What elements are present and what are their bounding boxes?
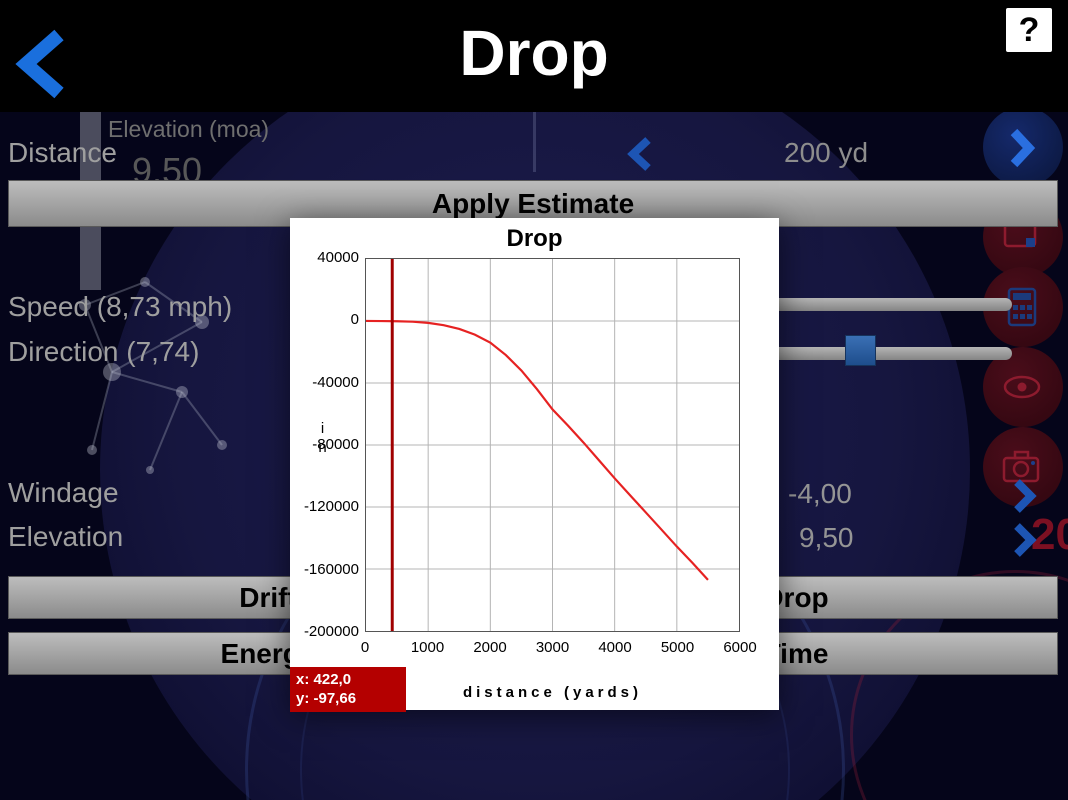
elevation-label: Elevation	[8, 521, 124, 552]
x-tick-label: 0	[360, 639, 370, 656]
y-tick-label: -200000	[303, 623, 359, 640]
drop-chart-popup: Drop in distance (yards) x: 422,0 y: -97…	[290, 218, 779, 712]
wind-direction-slider-handle[interactable]	[845, 335, 876, 366]
x-tick-label: 6000	[723, 639, 757, 656]
chevron-left-icon	[15, 29, 64, 99]
chevron-right-icon	[1014, 479, 1037, 513]
side-button-camera[interactable]	[983, 427, 1063, 507]
chart-plot-area[interactable]	[365, 258, 740, 632]
title-bar: Drop ?	[0, 0, 1068, 112]
y-axis-label: in	[314, 420, 331, 458]
reticle-line-art	[533, 112, 536, 172]
y-tick-label: 40000	[317, 249, 359, 266]
x-tick-label: 5000	[660, 639, 695, 656]
x-tick-label: 2000	[473, 639, 507, 656]
drop-curve	[366, 319, 709, 581]
page-title: Drop	[459, 17, 609, 89]
elevation-value: 9,50	[799, 522, 854, 553]
chevron-left-icon	[627, 137, 651, 171]
chevron-right-icon	[1010, 128, 1036, 168]
eye-icon	[1003, 375, 1041, 399]
cursor-readout: x: 422,0 y: -97,66	[290, 667, 406, 712]
elevation-moa-label: Elevation (moa)	[108, 116, 270, 142]
elevation-next-button[interactable]	[1012, 522, 1038, 563]
overlapped-value: 20	[1031, 510, 1068, 559]
x-tick-label: 1000	[410, 639, 445, 656]
windage-value: -4,00	[788, 478, 852, 509]
distance-increase-chevron[interactable]	[1008, 127, 1036, 174]
wind-direction-label: Direction (7,74)	[8, 336, 200, 367]
windage-label: Windage	[8, 477, 119, 508]
x-axis-title: distance (yards)	[462, 684, 643, 701]
x-tick-label: 3000	[535, 639, 570, 656]
windage-next-button[interactable]	[1012, 478, 1038, 519]
y-tick-label: 0	[350, 311, 359, 329]
chart-title: Drop	[506, 225, 563, 252]
y-tick-label: -120000	[303, 498, 359, 516]
molecule-art	[79, 277, 227, 474]
y-tick-label: -160000	[303, 560, 359, 578]
help-button[interactable]: ?	[1006, 8, 1052, 52]
cursor-y-value: y: -97,66	[296, 690, 357, 707]
wind-speed-label: Speed (8,73 mph)	[8, 291, 233, 322]
y-tick-label: -80000	[312, 436, 359, 453]
cursor-x-value: x: 422,0	[296, 671, 352, 688]
distance-decrease-button[interactable]	[626, 135, 654, 178]
distance-value: 200 yd	[784, 137, 869, 168]
chart-canvas	[366, 259, 739, 631]
distance-label: Distance	[8, 137, 117, 168]
chevron-right-icon	[1014, 523, 1037, 557]
back-button[interactable]	[14, 28, 68, 100]
y-tick-label: -40000	[312, 373, 359, 391]
x-tick-label: 4000	[598, 639, 632, 656]
